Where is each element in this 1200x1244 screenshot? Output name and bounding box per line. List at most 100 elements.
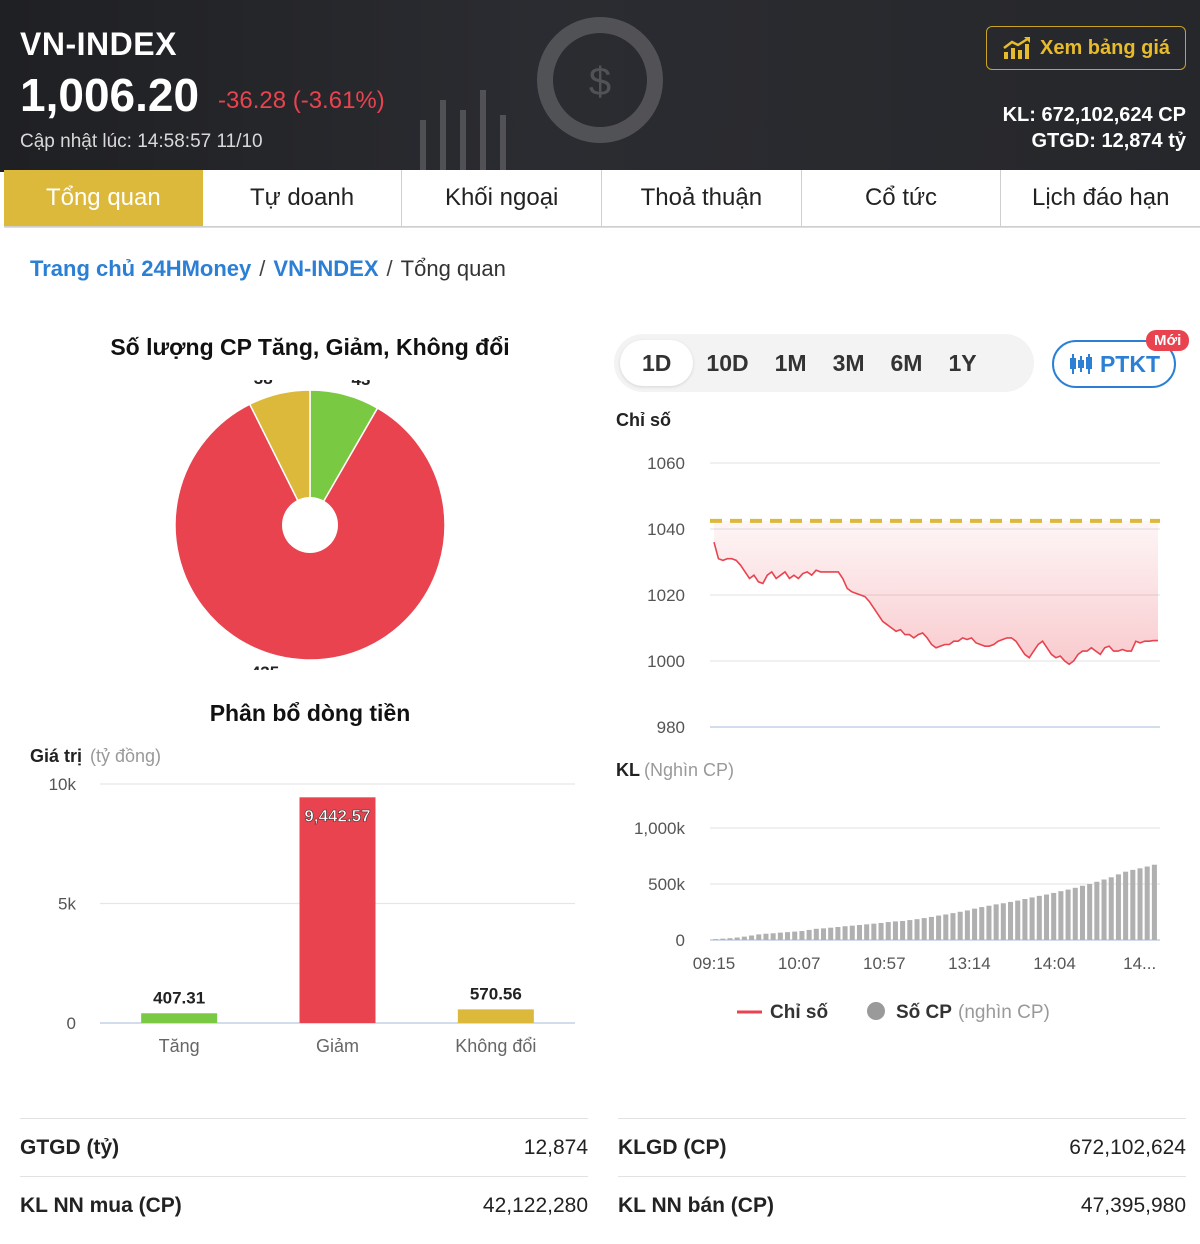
x-tick-label: 14:04 [1033, 954, 1076, 973]
x-tick-label: Tăng [159, 1036, 200, 1056]
stat-label: KLGD (CP) [618, 1135, 727, 1159]
stats-right: KLGD (CP) 672,102,624 KL NN bán (CP) 47,… [618, 1118, 1186, 1234]
bar [299, 797, 376, 1023]
volume-bar [741, 936, 747, 940]
volume-bar [1000, 903, 1006, 940]
bar-chart-yunit: (tỷ đồng) [90, 746, 161, 766]
y-tick-label: 10k [49, 775, 77, 794]
volume-bar [1043, 894, 1050, 940]
volume-bar [799, 931, 805, 940]
x-tick-label: Không đổi [455, 1036, 536, 1056]
breadcrumb-separator: / [259, 256, 266, 281]
bar-chart-ylabel: Giá trị [30, 746, 82, 766]
period-tab-1m[interactable]: 1M [774, 349, 807, 376]
volume-bar [756, 934, 762, 940]
period-tab-1d[interactable]: 1D [620, 340, 694, 386]
volume-bar [842, 926, 848, 940]
volume-bar [1022, 899, 1028, 940]
volume-bar [806, 929, 812, 940]
volume-bar [720, 938, 726, 940]
pie-chart-title: Số lượng CP Tăng, Giảm, Không đổi [110, 334, 510, 360]
period-tab-10d[interactable]: 10D [706, 349, 749, 376]
index-name: VN-INDEX [20, 26, 177, 62]
technical-analysis-label: PTKT [1099, 350, 1161, 377]
volume-bar [763, 933, 769, 940]
pie-hole [282, 497, 338, 553]
period-tab-3m[interactable]: 3M [832, 349, 865, 376]
volume-bar [900, 920, 906, 940]
pie-data-label: 435 [251, 663, 279, 670]
x-tick-label: 09:15 [693, 954, 736, 973]
tab-maturity-schedule[interactable]: Lịch đáo hạn [1001, 170, 1200, 227]
x-tick-label: 10:07 [778, 954, 821, 973]
volume-chart-yunit: (Nghìn CP) [644, 760, 734, 780]
intraday-index-chart: Chỉ số 980 1000 1020 1040 1060 KL (Nghìn CP) 0 50… [616, 410, 1160, 1023]
y-tick-label: 980 [657, 718, 685, 737]
price-area [714, 520, 1158, 665]
pie-slice [248, 389, 311, 526]
period-tab-6m[interactable]: 6M [890, 349, 923, 376]
y-tick-label: 0 [67, 1014, 76, 1033]
tab-foreign[interactable]: Khối ngoại [402, 170, 603, 227]
x-tick-label: 14... [1123, 954, 1156, 973]
stat-value: 12,874 [523, 1135, 588, 1159]
volume-bar [813, 928, 819, 940]
stat-row-foreign-buy: KL NN mua (CP) 42,122,280 [20, 1176, 588, 1234]
breadcrumb-home[interactable]: Trang chủ 24HMoney [30, 256, 252, 281]
volume-bar [1137, 868, 1143, 940]
breadcrumb-index[interactable]: VN-INDEX [273, 256, 379, 281]
volume-bar [856, 924, 862, 940]
new-badge: Mới [1146, 330, 1190, 351]
y-tick-label: 1040 [647, 520, 685, 539]
volume-bar [1130, 869, 1136, 940]
volume-bar [1051, 892, 1057, 940]
volume-bar [785, 932, 791, 940]
volume-bar [1115, 874, 1121, 940]
total-value: GTGD: 12,874 tỷ [1031, 130, 1186, 152]
price-board-button[interactable]: Xem bảng giá [986, 26, 1186, 70]
breadcrumb: Trang chủ 24HMoney / VN-INDEX / Tổng qua… [30, 256, 506, 282]
stat-label: GTGD (tỷ) [20, 1135, 120, 1159]
bar-data-label: 407.31 [153, 988, 205, 1007]
volume-bar [828, 927, 834, 940]
volume-bar [1065, 889, 1071, 940]
pie-data-label: 43 [352, 380, 371, 389]
candlestick-icon [1069, 354, 1092, 374]
volume-bar [1036, 895, 1042, 940]
volume-bar [1101, 879, 1107, 940]
volume-bar [936, 915, 942, 940]
volume-bar [1108, 877, 1114, 940]
tab-negotiated[interactable]: Thoả thuận [602, 170, 802, 227]
period-tabs: 1D 10D 1M 3M 6M 1Y [614, 334, 1034, 392]
volume-bar [1123, 871, 1129, 940]
volume-bar [957, 911, 963, 940]
index-header: $ VN-INDEX 1,006.20 -36.28 (-3.61%) Cập … [0, 0, 1200, 172]
x-tick-label: 10:57 [863, 954, 906, 973]
tab-overview[interactable]: Tổng quan [4, 170, 203, 227]
volume-bar [986, 905, 992, 940]
bar-data-label: 570.56 [470, 984, 522, 1003]
volume-bar [1144, 866, 1150, 940]
stat-row-trading-volume: KLGD (CP) 672,102,624 [618, 1118, 1186, 1176]
volume-bar [820, 928, 827, 940]
total-volume: KL: 672,102,624 CP [1002, 104, 1186, 126]
stat-row-trading-value: GTGD (tỷ) 12,874 [20, 1118, 588, 1176]
volume-bar [770, 933, 776, 940]
period-tab-1y[interactable]: 1Y [948, 349, 977, 376]
advance-decline-pie-chart: 43 435 38 [174, 380, 446, 670]
y-tick-label: 5k [58, 895, 76, 914]
x-tick-label: Giảm [316, 1036, 359, 1056]
y-tick-label: 1000 [647, 652, 685, 671]
tab-dividend[interactable]: Cổ tức [801, 170, 1002, 227]
volume-bar [1029, 897, 1035, 940]
volume-bar [972, 908, 978, 940]
volume-bar [993, 904, 999, 940]
y-tick-label: 500k [648, 875, 685, 894]
bar-chart-title: Phân bổ dòng tiền [209, 700, 411, 726]
tab-proprietary[interactable]: Tự doanh [202, 170, 403, 227]
volume-bar [727, 938, 733, 940]
volume-bar [1151, 864, 1157, 940]
technical-analysis-button[interactable]: PTKT [1052, 340, 1176, 388]
volume-bar [777, 932, 783, 940]
volume-bar [964, 910, 970, 940]
